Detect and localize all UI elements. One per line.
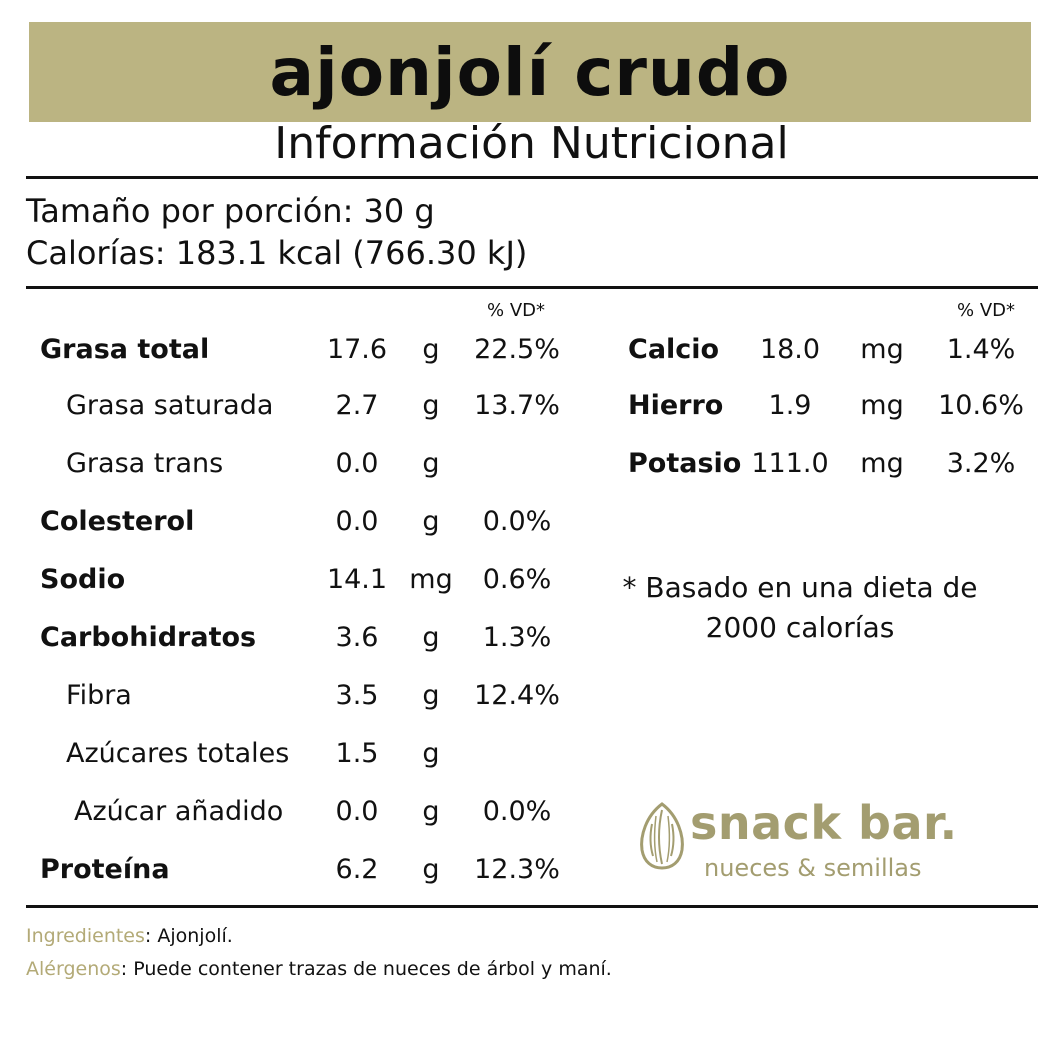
product-title: ajonjolí crudo: [269, 33, 791, 111]
mineral-vd: 3.2%: [946, 448, 1016, 479]
mineral-unit: mg: [860, 334, 904, 365]
allergens-value: : Puede contener trazas de nueces de árb…: [120, 958, 612, 980]
serving-size: Tamaño por porción: 30 g: [26, 192, 435, 230]
nutrient-unit: mg: [409, 564, 453, 595]
nutrient-vd: 13.7%: [474, 390, 560, 421]
nutrient-value: 0.0: [335, 796, 379, 827]
mineral-value: 111.0: [751, 448, 829, 479]
allergens-line: Alérgenos: Puede contener trazas de nuec…: [26, 958, 612, 980]
nutrient-label: Proteína: [40, 854, 170, 885]
section-subtitle: Información Nutricional: [274, 118, 789, 169]
nutrient-label: Colesterol: [40, 506, 195, 537]
nutrient-unit: g: [422, 506, 440, 537]
nutrient-value: 2.7: [335, 390, 379, 421]
note-line-2: 2000 calorías: [705, 611, 895, 644]
nutrient-unit: g: [422, 622, 440, 653]
brand-tagline: nueces & semillas: [704, 854, 922, 882]
nutrient-unit: g: [422, 680, 440, 711]
mineral-label: Hierro: [628, 390, 724, 421]
nutrient-value: 6.2: [335, 854, 379, 885]
nutrient-unit: g: [422, 334, 440, 365]
nutrient-vd: 0.0%: [482, 796, 552, 827]
nutrient-unit: g: [422, 854, 440, 885]
nutrient-label: Grasa saturada: [66, 390, 274, 421]
almond-icon: [640, 802, 684, 870]
nutrient-value: 1.5: [335, 738, 379, 769]
brand-name: snack bar.: [690, 796, 958, 850]
nutrient-unit: g: [422, 448, 440, 479]
nutrient-label: Sodio: [40, 564, 126, 595]
nutrient-vd: 0.0%: [482, 506, 552, 537]
nutrient-unit: g: [422, 738, 440, 769]
nutrient-label: Grasa total: [40, 334, 210, 365]
mineral-label: Calcio: [628, 334, 720, 365]
nutrient-value: 3.5: [335, 680, 379, 711]
divider-bottom: [26, 905, 1038, 908]
nutrient-label: Fibra: [66, 680, 132, 711]
nutrient-vd: 22.5%: [474, 334, 560, 365]
ingredients-line: Ingredientes: Ajonjolí.: [26, 925, 233, 947]
nutrient-value: 3.6: [335, 622, 379, 653]
divider-serving: [26, 286, 1038, 289]
nutrient-label: Azúcares totales: [66, 738, 290, 769]
vd-header-right: % VD*: [957, 300, 1015, 321]
allergens-key: Alérgenos: [26, 958, 121, 980]
brand-logo: snack bar. nueces & semillas: [638, 796, 968, 890]
nutrient-label: Carbohidratos: [40, 622, 257, 653]
mineral-unit: mg: [860, 448, 904, 479]
calories: Calorías: 183.1 kcal (766.30 kJ): [26, 234, 528, 272]
nutrient-label: Azúcar añadido: [74, 796, 284, 827]
nutrient-vd: 12.4%: [474, 680, 560, 711]
title-band: ajonjolí crudo: [29, 22, 1031, 122]
vd-header-left: % VD*: [487, 300, 545, 321]
nutrient-vd: 12.3%: [474, 854, 560, 885]
mineral-vd: 10.6%: [938, 390, 1024, 421]
nutrient-unit: g: [422, 390, 440, 421]
mineral-value: 18.0: [759, 334, 821, 365]
nutrient-value: 17.6: [326, 334, 388, 365]
mineral-label: Potasio: [628, 448, 742, 479]
ingredients-value: : Ajonjolí.: [144, 925, 233, 947]
ingredients-key: Ingredientes: [26, 925, 145, 947]
daily-value-note: * Basado en una dieta de 2000 calorías: [600, 568, 1000, 648]
nutrient-label: Grasa trans: [66, 448, 224, 479]
nutrient-value: 0.0: [335, 506, 379, 537]
nutrient-value: 14.1: [326, 564, 388, 595]
note-line-1: * Basado en una dieta de: [622, 571, 978, 604]
mineral-unit: mg: [860, 390, 904, 421]
nutrient-unit: g: [422, 796, 440, 827]
mineral-value: 1.9: [768, 390, 812, 421]
nutrient-vd: 1.3%: [482, 622, 552, 653]
divider-top: [26, 176, 1038, 179]
nutrient-value: 0.0: [335, 448, 379, 479]
nutrient-vd: 0.6%: [482, 564, 552, 595]
mineral-vd: 1.4%: [946, 334, 1016, 365]
